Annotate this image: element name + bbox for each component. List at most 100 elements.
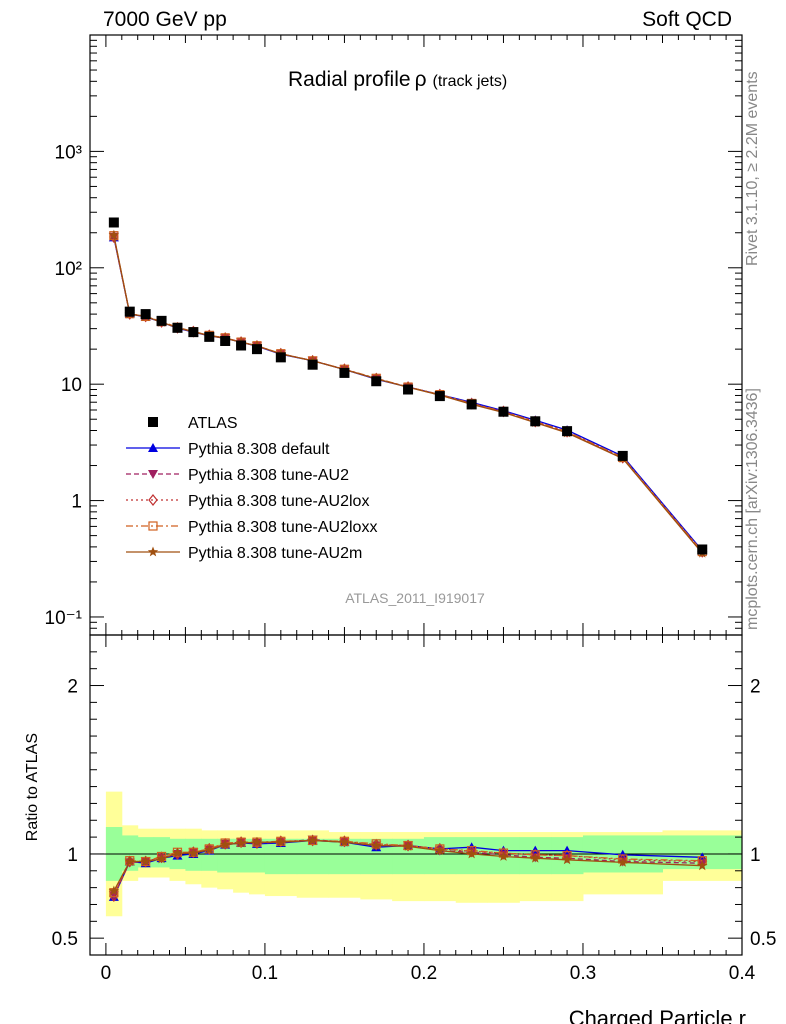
atlas-data-point (251, 344, 262, 355)
atlas-data-point (220, 335, 231, 346)
atlas-data-point (108, 217, 119, 228)
ratio-point-pythia-8-308-tune-au2m (307, 835, 318, 845)
atlas-data-point (562, 426, 573, 437)
ratio-point-pythia-8-308-tune-au2lox (466, 845, 477, 858)
ratio-point-pythia-8-308-tune-au2m (339, 836, 350, 847)
atlas-data-point (617, 450, 628, 461)
ratio-point-pythia-8-308-tune-au2lox (403, 839, 413, 852)
legend-marker-pythia-8-308-tune-au2 (148, 470, 158, 479)
ratio-point-pythia-8-308-tune-au2m (108, 885, 120, 896)
atlas-data-point (403, 384, 414, 395)
ratio-y-tick-label-right: 1 (750, 845, 761, 866)
legend: ATLAS Pythia 8.308 default Pythia 8.308 tu… (126, 415, 377, 562)
atlas-reference-points (108, 217, 708, 555)
x-tick-label: 0.4 (729, 963, 756, 984)
ratio-panel-series (108, 834, 708, 903)
ratio-point-pythia-8-308-tune-au2lox (339, 835, 350, 848)
legend-label-pythia-8-308-tune-au2lox: Pythia 8.308 tune-AU2lox (188, 493, 369, 510)
chart-title: Radial profile ρ (track jets) (288, 68, 507, 91)
analysis-label: ATLAS_2011_I919017 (345, 590, 485, 606)
atlas-data-point (172, 322, 183, 333)
y-tick-label: 10³ (55, 142, 82, 163)
legend-marker-atlas (148, 417, 158, 427)
atlas-data-point (140, 309, 151, 320)
ratio-point-pythia-8-308-tune-au2m (371, 840, 382, 850)
ratio-point-pythia-8-308-tune-au2m (204, 844, 215, 855)
atlas-data-point (697, 544, 708, 555)
ratio-point-pythia-8-308-tune-au2m (561, 854, 573, 865)
ratio-y-tick-label-right: 2 (750, 677, 761, 698)
ratio-point-pythia-8-308-tune-au2m (402, 840, 414, 851)
legend-marker-pythia-8-308-tune-au2m (147, 546, 159, 557)
atlas-data-point (204, 331, 215, 342)
atlas-data-point (275, 352, 286, 363)
atlas-data-point (188, 327, 199, 338)
legend-label-pythia-8-308-tune-au2: Pythia 8.308 tune-AU2 (188, 467, 349, 484)
y-tick-label: 10² (55, 259, 82, 280)
atlas-data-point (371, 376, 382, 387)
ratio-point-pythia-8-308-tune-au2m (275, 836, 287, 847)
ratio-point-pythia-8-308-tune-au2m (172, 847, 183, 858)
legend-label-pythia-8-308-default: Pythia 8.308 default (188, 441, 330, 458)
ratio-point-pythia-8-308-tune-au2m (156, 853, 167, 864)
ratio-point-pythia-8-308-tune-au2m (188, 847, 199, 858)
header-left: 7000 GeV pp (103, 8, 227, 31)
green-band-bin (423, 837, 457, 875)
ratio-point-pythia-8-308-tune-au2m (498, 851, 509, 861)
y-tick-label: 10 (61, 375, 82, 396)
x-tick-label: 0 (101, 963, 112, 984)
ratio-point-pythia-8-308-tune-au2lox (276, 835, 286, 848)
ratio-point-pythia-8-308-tune-au2m (697, 860, 708, 871)
ratio-plot-frame (89, 634, 743, 956)
ratio-point-pythia-8-308-tune-au2m (530, 852, 541, 863)
ratio-point-pythia-8-308-tune-au2m (617, 856, 628, 867)
x-tick-label: 0.3 (570, 963, 596, 984)
atlas-data-point (498, 406, 509, 417)
atlas-data-point (124, 306, 135, 317)
atlas-data-point (466, 399, 477, 410)
green-band-bin (233, 838, 250, 873)
ratio-uncertainty-bands (90, 791, 743, 917)
ratio-point-pythia-8-308-tune-au2lox (435, 842, 445, 855)
atlas-data-point (236, 340, 247, 351)
ratio-point-pythia-8-308-tune-au2lox (220, 837, 230, 850)
atlas-data-point (339, 367, 350, 378)
ratio-point-pythia-8-308-tune-au2m (124, 856, 135, 866)
ratio-point-pythia-8-308-tune-au2m (219, 839, 231, 850)
ratio-line-pythia-8-308-tune-au2lox (113, 839, 703, 897)
ratio-line-pythia-8-308-tune-au2m (113, 839, 703, 892)
x-axis-label: Charged Particle r (569, 1006, 746, 1024)
header-right: Soft QCD (642, 8, 732, 31)
ratio-point-pythia-8-308-tune-au2m (466, 848, 477, 859)
ratio-y-tick-label: 1 (67, 845, 78, 866)
ratio-y-tick-label: 0.5 (52, 929, 78, 950)
ratio-point-pythia-8-308-tune-au2lox (188, 846, 199, 859)
y-tick-label: 1 (71, 492, 82, 513)
y-tick-label: 10⁻¹ (45, 608, 83, 629)
atlas-data-point (307, 359, 318, 370)
ratio-point-pythia-8-308-tune-au2m (251, 836, 263, 847)
ratio-point-pythia-8-308-tune-au2m (434, 845, 446, 855)
ratio-point-pythia-8-308-tune-au2lox (617, 853, 628, 866)
plot-frames (89, 34, 743, 956)
ratio-y-tick-label-right: 0.5 (750, 929, 776, 950)
ratio-y-tick-label: 2 (67, 677, 78, 698)
series-line-pythia-8-308-tune-au2m (113, 234, 703, 554)
ratio-point-pythia-8-308-tune-au2lox (236, 836, 246, 849)
x-tick-label: 0.1 (252, 963, 278, 984)
atlas-data-point (434, 391, 445, 402)
legend-label-pythia-8-308-tune-au2loxx: Pythia 8.308 tune-AU2loxx (188, 519, 377, 536)
ratio-point-pythia-8-308-tune-au2m (140, 856, 151, 866)
axis-ticks: 0 0.1 0.2 0.3 0.4 10⁻¹ 1 10 10² 10³ 0.5 0.5 1 1 2 2 (45, 34, 776, 984)
series-point-pythia-8-308-tune-au2m (108, 229, 120, 240)
x-tick-label: 0.2 (411, 963, 437, 984)
legend-marker-pythia-8-308-default (148, 443, 158, 452)
atlas-data-point (156, 315, 167, 326)
atlas-data-point (530, 416, 541, 427)
legend-marker-pythia-8-308-tune-au2loxx (148, 521, 158, 531)
ratio-point-pythia-8-308-tune-au2m (235, 837, 247, 848)
ratio-point-pythia-8-308-tune-au2lox (371, 838, 382, 851)
legend-marker-pythia-8-308-tune-au2lox (148, 494, 158, 506)
legend-label-atlas: ATLAS (188, 415, 238, 432)
